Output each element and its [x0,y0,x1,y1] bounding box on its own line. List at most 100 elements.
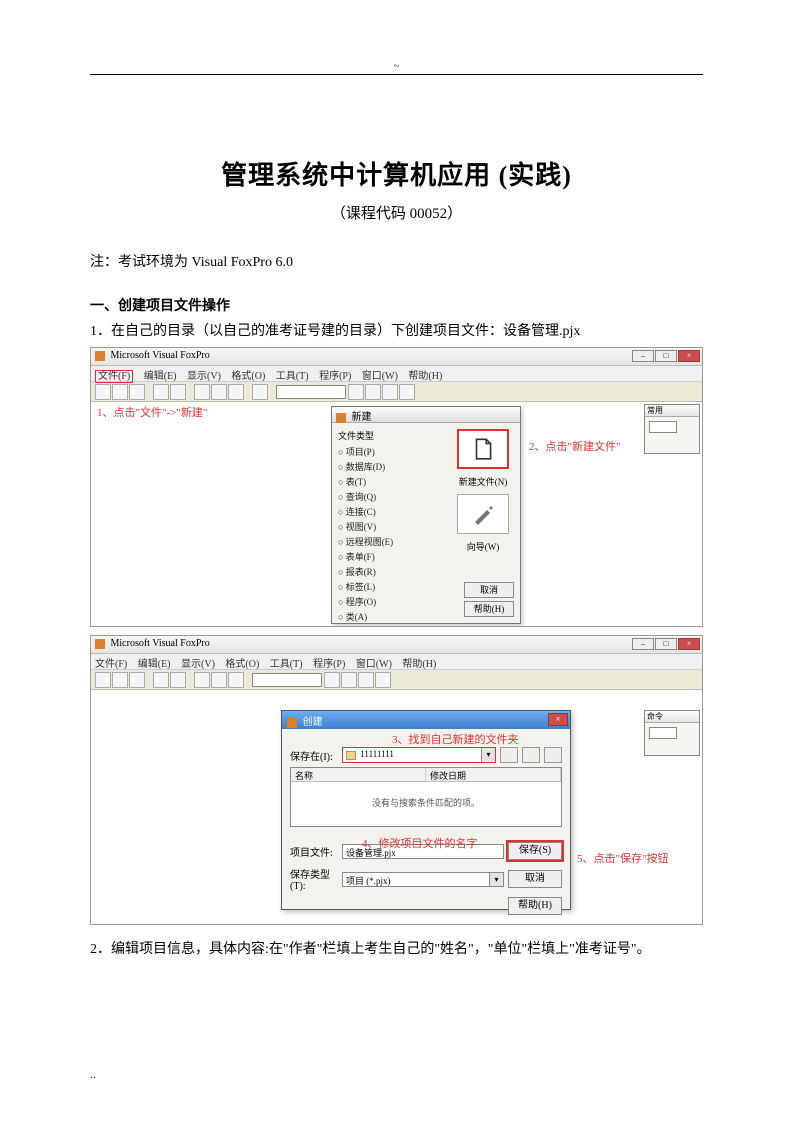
save-in-label: 保存在(I): [290,748,338,763]
save-button[interactable]: 保存(S) [508,842,562,860]
minimize-button[interactable]: – [632,638,654,650]
radio-form[interactable]: 表单(F) [338,550,446,563]
toolbar-button[interactable] [95,672,111,688]
filetype-value: 项目 (*.pjx) [346,876,391,886]
menu-tools[interactable]: 工具(T) [276,371,309,382]
new-dialog: 新建 文件类型 项目(P) 数据库(D) 表(T) 查询(Q) 连接(C) 视图… [331,406,521,624]
cancel-button[interactable]: 取消 [464,582,514,598]
new-file-icon [470,436,496,462]
annotation-1: 1、点击"文件"->"新建" [97,404,207,420]
help-button[interactable]: 帮助(H) [508,897,562,915]
filetype-combo[interactable]: 项目 (*.pjx) ▾ [342,872,504,887]
newfolder-button[interactable] [522,747,540,763]
toolbar-button[interactable] [170,384,186,400]
toolbar-button[interactable] [252,384,268,400]
col-date[interactable]: 修改日期 [426,768,561,781]
radio-class[interactable]: 类(A) [338,610,446,623]
toolbar-button[interactable] [194,384,210,400]
maximize-button[interactable]: □ [655,638,677,650]
menu-file[interactable]: 文件(F) [95,659,127,670]
radio-view[interactable]: 视图(V) [338,520,446,533]
toolbar-button[interactable] [112,672,128,688]
menu-program[interactable]: 程序(P) [313,659,345,670]
file-list[interactable]: 名称 修改日期 没有与搜索条件匹配的项。 [290,767,562,827]
footer-dots: .. [90,1067,96,1082]
toolbar-button[interactable] [153,384,169,400]
minimize-button[interactable]: – [632,350,654,362]
app-icon [95,351,105,361]
toolbar-button[interactable] [211,384,227,400]
toolbar-button[interactable] [348,384,364,400]
menu-program[interactable]: 程序(P) [319,371,351,382]
toolbar-button[interactable] [228,672,244,688]
toolbar-button[interactable] [194,672,210,688]
exam-note: 注：考试环境为 Visual FoxPro 6.0 [90,251,703,271]
toolbar-button[interactable] [170,672,186,688]
close-button[interactable]: × [678,350,700,362]
radio-project[interactable]: 项目(P) [338,445,446,458]
menubar: 文件(F) 编辑(E) 显示(V) 格式(O) 工具(T) 程序(P) 窗口(W… [91,654,702,670]
toolbar-select[interactable] [276,385,346,399]
new-file-button[interactable] [457,429,509,469]
dropdown-icon: ▾ [489,873,503,886]
window-controls: – □ × [632,350,700,362]
help-button[interactable]: 帮助(H) [464,601,514,617]
toolbar-button[interactable] [129,384,145,400]
menu-window[interactable]: 窗口(W) [362,371,398,382]
radio-label[interactable]: 标签(L) [338,580,446,593]
dialog-close-button[interactable]: × [548,713,568,726]
toolbar-button[interactable] [324,672,340,688]
radio-connection[interactable]: 连接(C) [338,505,446,518]
toolbar-button[interactable] [341,672,357,688]
folder-combo[interactable]: 11111111 ▾ [342,747,496,763]
toolbar-button[interactable] [112,384,128,400]
radio-database[interactable]: 数据库(D) [338,460,446,473]
menu-edit[interactable]: 编辑(E) [138,659,171,670]
col-name[interactable]: 名称 [291,768,426,781]
radio-table[interactable]: 表(T) [338,475,446,488]
group-label: 文件类型 [338,429,446,442]
toolbar-button[interactable] [228,384,244,400]
up-button[interactable] [500,747,518,763]
menu-format[interactable]: 格式(O) [231,371,265,382]
toolbar-button[interactable] [365,384,381,400]
toolbar-button[interactable] [399,384,415,400]
viewmode-button[interactable] [544,747,562,763]
side-panel-title: 命令 [645,711,699,723]
maximize-button[interactable]: □ [655,350,677,362]
cancel-button[interactable]: 取消 [508,870,562,888]
step-2-text: 2．编辑项目信息，具体内容:在"作者"栏填上考生自己的"姓名"，"单位"栏填上"… [90,939,703,961]
side-item[interactable] [649,421,677,433]
radio-report[interactable]: 报表(R) [338,565,446,578]
radio-query[interactable]: 查询(Q) [338,490,446,503]
menu-tools[interactable]: 工具(T) [270,659,303,670]
close-button[interactable]: × [678,638,700,650]
toolbar-button[interactable] [211,672,227,688]
wizard-label: 向导(W) [467,540,500,553]
toolbar-button[interactable] [358,672,374,688]
menu-help[interactable]: 帮助(H) [408,371,442,382]
toolbar-select[interactable] [252,673,322,687]
toolbar-button[interactable] [382,384,398,400]
menu-view[interactable]: 显示(V) [187,371,221,382]
radio-text[interactable]: 文本文件(X) [338,625,446,627]
toolbar-button[interactable] [153,672,169,688]
menu-view[interactable]: 显示(V) [181,659,215,670]
wizard-button[interactable] [457,494,509,534]
menu-window[interactable]: 窗口(W) [356,659,392,670]
menu-format[interactable]: 格式(O) [225,659,259,670]
side-item[interactable] [649,727,677,739]
side-panel: 命令 [644,710,700,756]
toolbar-button[interactable] [375,672,391,688]
menu-file[interactable]: 文件(F) [95,370,133,383]
radio-program[interactable]: 程序(O) [338,595,446,608]
menu-help[interactable]: 帮助(H) [402,659,436,670]
toolbar-button[interactable] [95,384,111,400]
dialog-icon [336,413,346,423]
menu-edit[interactable]: 编辑(E) [144,371,177,382]
radio-remoteview[interactable]: 远程视图(E) [338,535,446,548]
toolbar-button[interactable] [129,672,145,688]
annotation-3: 3、找到自己新建的文件夹 [392,731,519,747]
annotation-4: 4、修改项目文件的名字 [362,835,478,851]
dialog-icon [287,718,297,728]
